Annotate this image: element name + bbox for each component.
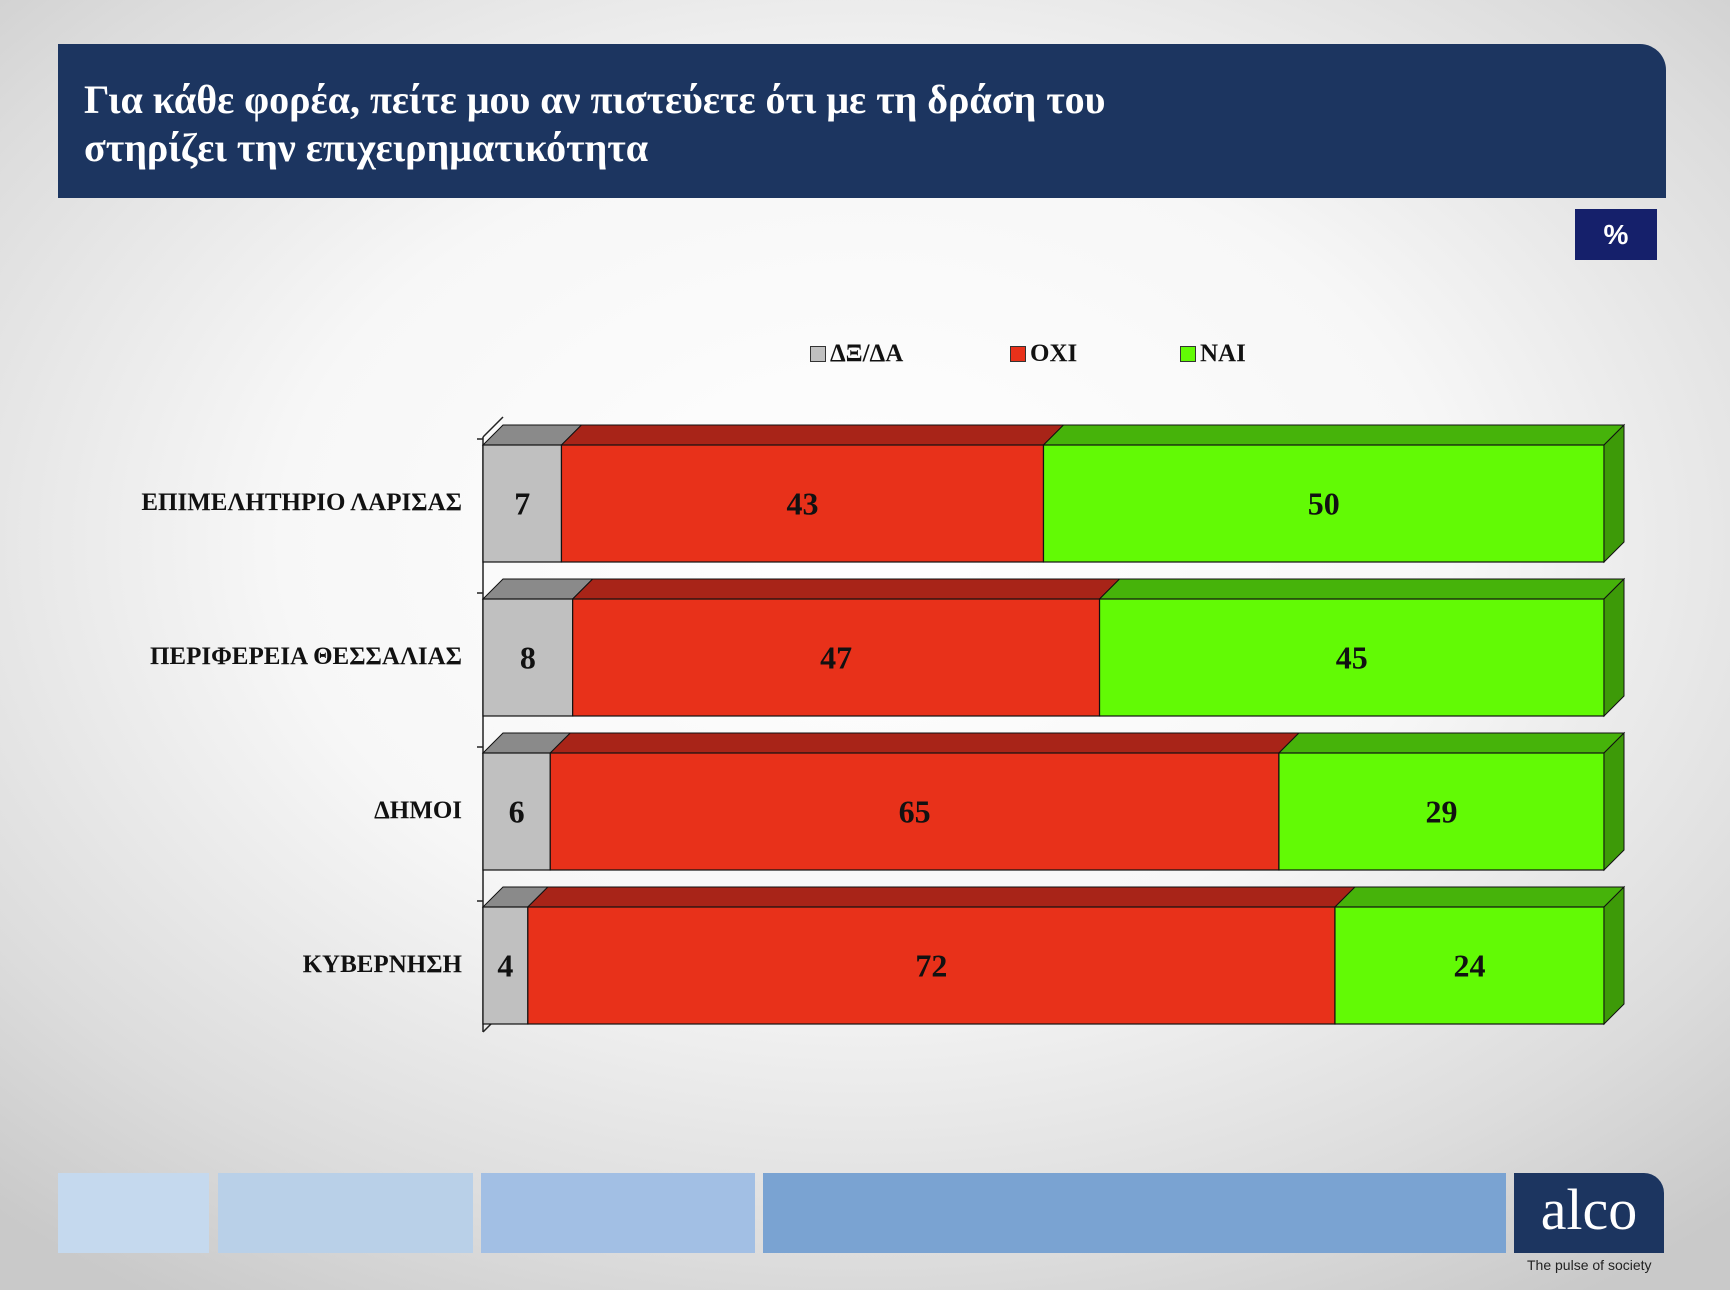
bar-segment [560, 444, 1045, 563]
data-label: 24 [1453, 948, 1485, 984]
bar-segment [482, 444, 563, 563]
legend: ΔΞ/ΔΑ ΟΧΙ ΝΑΙ [0, 340, 1730, 374]
bar-segment [1098, 598, 1605, 717]
bar-top-face [1042, 424, 1626, 446]
bar-top-face [549, 732, 1301, 754]
header-banner: Για κάθε φορέα, πείτε μου αν πιστεύετε ό… [58, 44, 1666, 198]
legend-swatch-no [1010, 346, 1026, 362]
bar-top-face [1277, 732, 1626, 754]
legend-item-no: ΟΧΙ [1010, 340, 1077, 368]
title-line-1: Για κάθε φορέα, πείτε μου αν πιστεύετε ό… [84, 77, 1106, 122]
data-label: 7 [514, 486, 530, 522]
footer-block-4 [763, 1173, 1506, 1253]
legend-item-yes: ΝΑΙ [1180, 340, 1246, 368]
y-axis-depth-line [482, 416, 504, 438]
data-label: 50 [1308, 486, 1340, 522]
logo-tagline: The pulse of society [1527, 1257, 1652, 1273]
category-label: ΚΥΒΕΡΝΗΣΗ [302, 951, 462, 978]
title-line-2: στηρίζει την επιχειρηματικότητα [84, 125, 649, 170]
legend-label-yes: ΝΑΙ [1200, 340, 1246, 367]
data-label: 45 [1336, 640, 1368, 676]
alco-logo: alco [1514, 1173, 1664, 1253]
page-title: Για κάθε φορέα, πείτε μου αν πιστεύετε ό… [84, 76, 1264, 172]
bar-segment [482, 752, 551, 871]
data-label: 4 [497, 948, 513, 984]
legend-label-no: ΟΧΙ [1030, 340, 1078, 367]
data-label: 47 [820, 640, 852, 676]
category-label: ΠΕΡΙΦΕΡΕΙΑ ΘΕΣΣΑΛΙΑΣ [149, 643, 462, 670]
bar-segment [572, 598, 1101, 717]
data-label: 65 [899, 794, 931, 830]
bar-segment [1042, 444, 1605, 563]
bar-side-face [1603, 423, 1625, 564]
bar-segment [549, 752, 1280, 871]
legend-item-dk: ΔΞ/ΔΑ [810, 340, 903, 368]
bar-top-face [571, 578, 1121, 600]
footer-block-3 [481, 1173, 755, 1253]
category-label: ΕΠΙΜΕΛΗΤΗΡΙΟ ΛΑΡΙΣΑΣ [141, 489, 462, 516]
data-label: 6 [509, 794, 525, 830]
bar-top-face [1333, 886, 1626, 908]
legend-swatch-dk [810, 346, 826, 362]
bar-top-face [526, 886, 1357, 908]
category-label: ΔΗΜΟΙ [374, 797, 462, 824]
bar-side-face [1603, 577, 1625, 718]
footer-block-1 [58, 1173, 209, 1253]
bar-segment [482, 906, 529, 1025]
bar-top-face [1098, 578, 1626, 600]
bar-segment [1334, 906, 1605, 1025]
bar-segment [1278, 752, 1605, 871]
data-label: 29 [1425, 794, 1457, 830]
data-label: 8 [520, 640, 536, 676]
bar-side-face [1603, 731, 1625, 872]
data-label: 72 [915, 948, 947, 984]
footer-block-2 [218, 1173, 473, 1253]
bar-segment [482, 598, 574, 717]
data-label: 43 [786, 486, 818, 522]
bar-top-face [560, 424, 1065, 446]
legend-swatch-yes [1180, 346, 1196, 362]
legend-label-dk: ΔΞ/ΔΑ [830, 340, 904, 367]
bar-side-face [1603, 885, 1625, 1026]
bar-segment [527, 906, 1336, 1025]
unit-badge: % [1575, 209, 1657, 260]
